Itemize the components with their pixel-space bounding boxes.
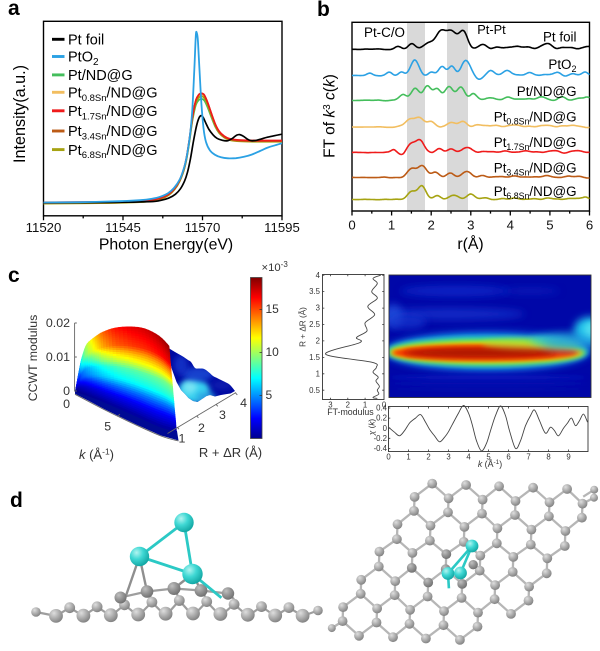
svg-text:0.01: 0.01: [46, 350, 70, 364]
svg-text:0: 0: [386, 453, 391, 462]
svg-text:3: 3: [316, 304, 320, 313]
svg-text:2: 2: [426, 453, 430, 462]
svg-text:×10-3: ×10-3: [262, 260, 289, 274]
svg-text:d: d: [10, 489, 23, 512]
svg-text:2: 2: [316, 337, 320, 346]
svg-text:3: 3: [219, 408, 226, 422]
svg-text:Pt foil: Pt foil: [68, 33, 104, 49]
svg-text:r(Å): r(Å): [457, 234, 483, 253]
svg-text:Pt0.8Sn/ND@G: Pt0.8Sn/ND@G: [494, 110, 577, 127]
svg-text:0.2: 0.2: [376, 414, 387, 423]
svg-text:3.5: 3.5: [309, 287, 321, 296]
svg-text:Pt0.8Sn/ND@G: Pt0.8Sn/ND@G: [68, 86, 158, 104]
svg-text:0: 0: [348, 218, 355, 233]
svg-text:1: 1: [406, 453, 410, 462]
svg-text:6: 6: [506, 453, 510, 462]
svg-text:a: a: [8, 0, 20, 20]
svg-text:Intensity(a.u.): Intensity(a.u.): [11, 65, 29, 163]
svg-text:9: 9: [566, 453, 570, 462]
svg-text:4: 4: [240, 396, 247, 410]
svg-text:11520: 11520: [26, 220, 62, 235]
svg-text:0: 0: [63, 397, 70, 411]
svg-text:2: 2: [428, 218, 435, 233]
svg-text:1: 1: [363, 401, 367, 410]
svg-text:R + ΔR (Å): R + ΔR (Å): [199, 445, 262, 460]
svg-text:k (Å-1): k (Å-1): [79, 447, 114, 463]
svg-text:11595: 11595: [264, 220, 300, 235]
svg-text:2.5: 2.5: [309, 320, 321, 329]
svg-text:-0.4: -0.4: [374, 444, 388, 453]
svg-text:11570: 11570: [185, 220, 221, 235]
svg-text:Pt3.4Sn/ND@G: Pt3.4Sn/ND@G: [68, 124, 158, 142]
svg-text:3: 3: [446, 453, 450, 462]
svg-text:Pt-Pt: Pt-Pt: [477, 22, 506, 37]
svg-text:PtO2: PtO2: [548, 57, 576, 74]
svg-text:Pt foil: Pt foil: [543, 30, 577, 45]
svg-text:R + ΔR (Å): R + ΔR (Å): [298, 307, 308, 347]
svg-text:χ (k): χ (k): [368, 419, 377, 437]
svg-text:3: 3: [328, 401, 332, 410]
svg-text:2: 2: [198, 421, 205, 435]
svg-text:PtO2: PtO2: [68, 50, 99, 68]
svg-text:5: 5: [546, 218, 553, 233]
svg-text:7: 7: [526, 453, 530, 462]
svg-text:Pt6.8Sn/ND@G: Pt6.8Sn/ND@G: [494, 184, 577, 201]
svg-text:0: 0: [63, 384, 70, 398]
svg-text:0.4: 0.4: [376, 404, 388, 413]
svg-text:5: 5: [486, 453, 491, 462]
svg-text:6: 6: [586, 218, 593, 233]
svg-text:Photon Energy(eV): Photon Energy(eV): [99, 237, 233, 254]
svg-text:Pt3.4Sn/ND@G: Pt3.4Sn/ND@G: [494, 161, 577, 178]
svg-text:11545: 11545: [105, 220, 141, 235]
svg-text:0: 0: [383, 424, 388, 433]
svg-text:FT of k3 c(k): FT of k3 c(k): [322, 74, 339, 158]
svg-text:Pt/ND@G: Pt/ND@G: [517, 84, 577, 99]
svg-text:1.5: 1.5: [309, 353, 321, 362]
svg-text:0.5: 0.5: [309, 386, 321, 395]
svg-text:3: 3: [467, 218, 474, 233]
svg-text:Pt1.7Sn/ND@G: Pt1.7Sn/ND@G: [68, 104, 158, 122]
svg-text:0: 0: [382, 401, 387, 410]
svg-text:5: 5: [104, 419, 111, 433]
svg-text:Pt/ND@G: Pt/ND@G: [68, 68, 133, 84]
svg-text:15: 15: [266, 302, 280, 316]
svg-text:b: b: [317, 0, 330, 21]
svg-text:4: 4: [316, 271, 321, 280]
svg-text:Pt1.7Sn/ND@G: Pt1.7Sn/ND@G: [494, 135, 577, 152]
svg-text:8: 8: [546, 453, 550, 462]
svg-text:c: c: [8, 264, 20, 287]
svg-text:10: 10: [266, 345, 280, 359]
svg-text:FT-modulus: FT-modulus: [327, 407, 374, 417]
svg-text:CCWT modulus: CCWT modulus: [26, 315, 40, 402]
svg-text:Pt-C/O: Pt-C/O: [364, 25, 405, 40]
svg-text:k (Å-1): k (Å-1): [478, 459, 502, 469]
svg-text:0.02: 0.02: [46, 316, 70, 330]
svg-text:-0.2: -0.2: [374, 434, 387, 443]
svg-text:1: 1: [316, 369, 320, 378]
svg-text:2: 2: [346, 401, 350, 410]
svg-text:4: 4: [466, 453, 471, 462]
svg-text:5: 5: [266, 388, 273, 402]
svg-text:4: 4: [507, 218, 514, 233]
svg-text:1: 1: [388, 218, 395, 233]
svg-text:1: 1: [179, 432, 186, 446]
svg-text:Pt6.8Sn/ND@G: Pt6.8Sn/ND@G: [68, 143, 158, 161]
